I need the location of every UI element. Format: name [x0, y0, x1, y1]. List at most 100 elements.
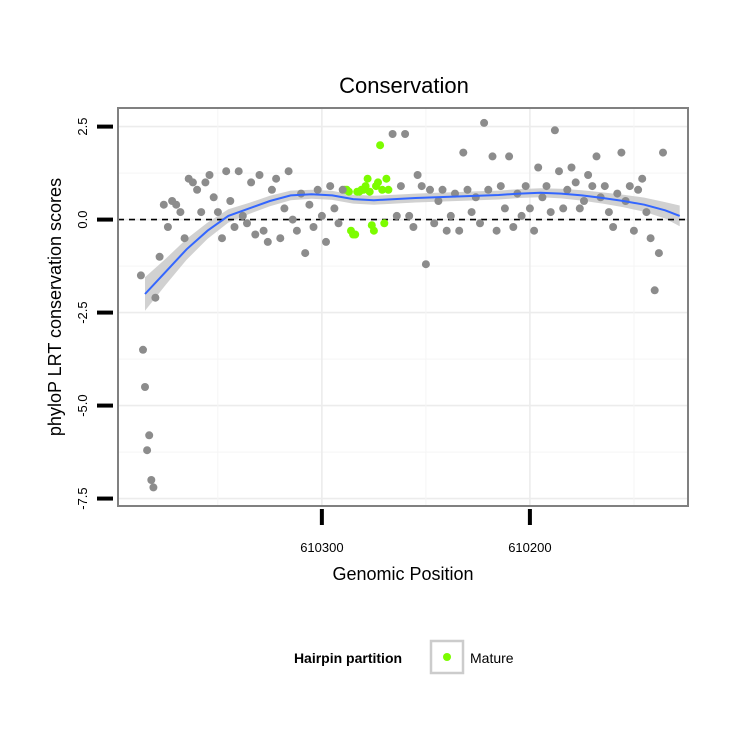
data-point [417, 182, 426, 191]
data-point [172, 200, 181, 209]
data-point [155, 252, 164, 261]
data-point [659, 148, 667, 157]
data-point [251, 230, 260, 239]
mature-point [384, 185, 393, 194]
data-point [305, 200, 314, 209]
plot-area [117, 107, 689, 507]
y-tick-label: 2.5 [75, 118, 90, 136]
panel-background [118, 108, 688, 506]
mature-point [380, 219, 389, 228]
chart-title: Conservation [339, 73, 469, 98]
data-point [455, 226, 464, 235]
data-point [197, 208, 206, 217]
data-point [201, 178, 210, 187]
data-point [326, 182, 335, 191]
x-axis-label: Genomic Position [332, 564, 473, 584]
x-axis: 610300 610200 [300, 509, 552, 555]
data-point [476, 219, 484, 228]
data-point [238, 211, 247, 220]
y-tick-label: -5.0 [75, 394, 90, 416]
data-point [136, 271, 145, 280]
data-point [234, 167, 243, 176]
data-point [413, 171, 422, 179]
data-point [575, 204, 584, 213]
data-point [159, 200, 168, 209]
data-point [276, 234, 285, 243]
data-point [209, 193, 218, 202]
data-point [555, 167, 563, 176]
data-point [143, 446, 152, 455]
mature-point [378, 185, 387, 194]
data-point [442, 226, 451, 235]
data-point [580, 197, 588, 205]
data-point [480, 118, 489, 127]
data-point [255, 171, 264, 179]
data-point [297, 189, 306, 198]
mature-point [382, 174, 391, 183]
data-point [205, 171, 214, 179]
mature-point [361, 182, 370, 191]
data-point [226, 197, 235, 205]
data-point [613, 189, 622, 198]
data-point [176, 208, 185, 217]
data-point [313, 185, 322, 194]
data-point [438, 185, 447, 194]
mature-point [363, 174, 372, 183]
data-point [446, 211, 455, 220]
legend: Hairpin partition Mature [294, 639, 514, 675]
y-axis-label: phyloP LRT conservation scores [45, 178, 65, 436]
y-tick-label: -2.5 [75, 301, 90, 323]
data-point [542, 182, 551, 191]
data-point [559, 204, 568, 213]
data-point [421, 260, 430, 269]
data-point [517, 211, 526, 220]
data-point [218, 234, 226, 243]
y-tick-label: -7.5 [75, 487, 90, 509]
data-point [467, 208, 476, 217]
data-point [563, 185, 572, 194]
data-point [301, 249, 310, 258]
mature-point [351, 230, 360, 239]
data-points [136, 118, 667, 492]
data-point [571, 178, 580, 187]
data-point [147, 476, 156, 484]
data-point [496, 182, 505, 191]
data-point [426, 185, 434, 194]
data-point [409, 223, 418, 231]
data-point [530, 226, 539, 235]
data-point [505, 152, 514, 161]
data-point [188, 178, 197, 187]
data-point [292, 226, 301, 235]
data-point [284, 167, 293, 176]
data-point [322, 237, 330, 246]
mature-point [365, 187, 374, 196]
data-point [488, 152, 497, 161]
data-point [317, 211, 326, 220]
legend-mature-swatch [443, 653, 451, 661]
data-point [534, 163, 543, 172]
data-point [267, 185, 276, 194]
data-point [309, 223, 318, 231]
panel-border [117, 107, 689, 507]
legend-title: Hairpin partition [294, 650, 402, 666]
data-point [538, 193, 547, 202]
data-point [392, 211, 401, 220]
data-point [642, 208, 651, 217]
data-point [263, 237, 272, 246]
data-point [634, 185, 643, 194]
y-axis: 2.5 0.0 -2.5 -5.0 -7.5 [75, 118, 113, 510]
data-point [280, 204, 289, 213]
data-point [334, 219, 343, 228]
data-point [141, 383, 149, 391]
legend-mature-label: Mature [470, 650, 514, 666]
data-point [222, 167, 231, 176]
data-point [463, 185, 472, 194]
data-point [288, 215, 297, 224]
data-point [430, 219, 439, 228]
data-point [638, 174, 647, 183]
mature-point [376, 141, 385, 150]
data-point [434, 197, 443, 205]
data-point [272, 174, 281, 183]
data-point [588, 182, 597, 191]
data-point [401, 130, 410, 138]
